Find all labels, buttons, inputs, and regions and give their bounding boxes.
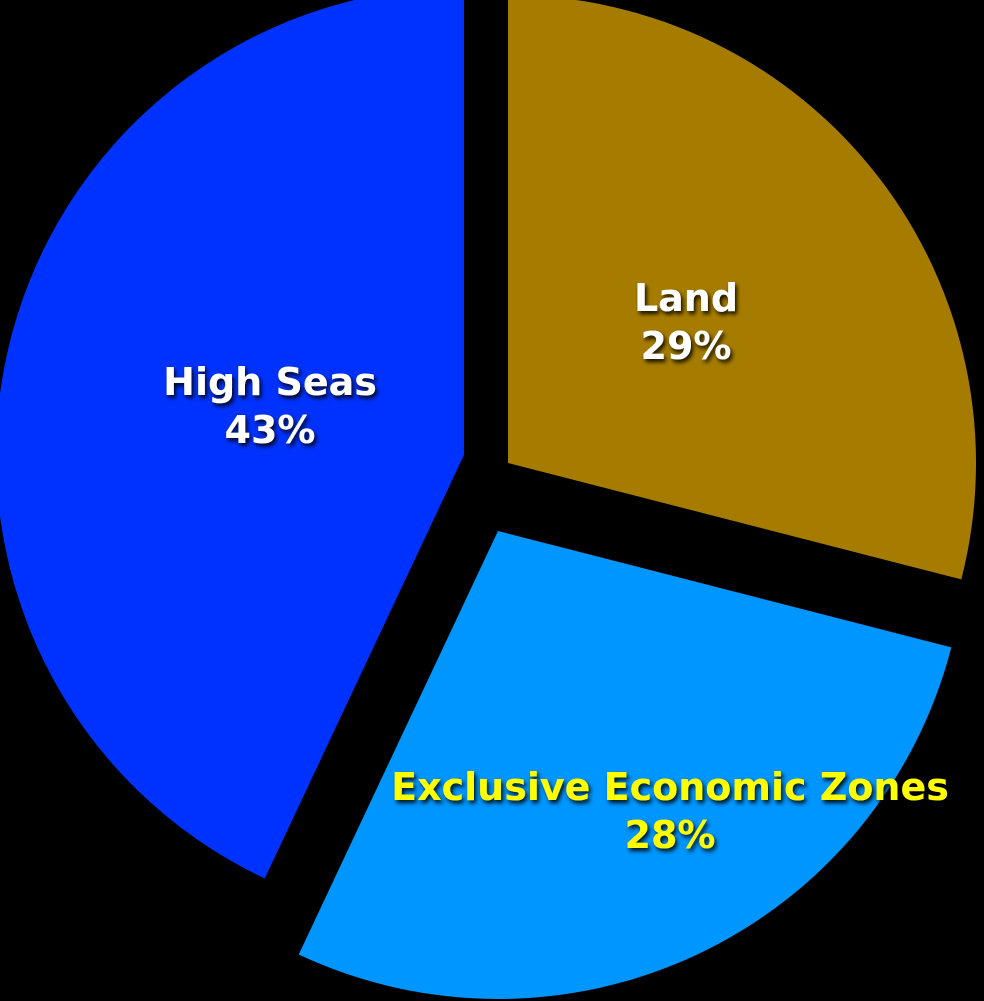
slice-label-land: Land — [634, 276, 738, 320]
pie-slice-high-seas — [0, 0, 464, 879]
slice-value-land: 29% — [641, 324, 732, 368]
slice-label-exclusive-economic-zones: Exclusive Economic Zones — [391, 765, 949, 809]
pie-slice-land — [508, 0, 976, 580]
pie-slice-exclusive-economic-zones — [298, 531, 952, 999]
slice-label-high-seas: High Seas — [163, 360, 377, 404]
slice-value-high-seas: 43% — [225, 408, 316, 452]
slice-value-exclusive-economic-zones: 28% — [625, 813, 716, 857]
